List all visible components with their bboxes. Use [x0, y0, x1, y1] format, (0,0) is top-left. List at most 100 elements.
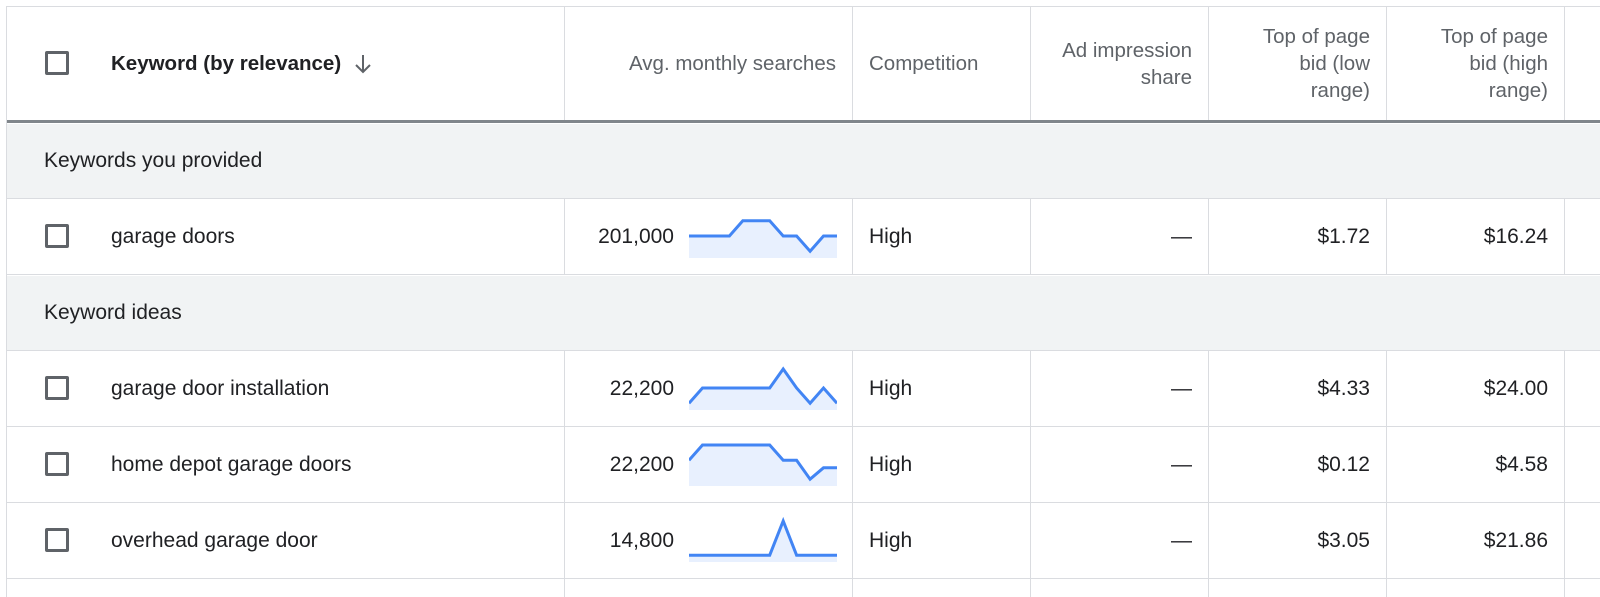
ad-share-cell — [1031, 579, 1209, 597]
overflow-cell — [1565, 199, 1600, 274]
bid-low-value: $1.72 — [1317, 224, 1370, 248]
header-keyword-cell: Keyword (by relevance) — [7, 7, 565, 120]
ad-share-cell: — — [1031, 351, 1209, 426]
keyword-text: garage door installation — [111, 376, 330, 400]
sparkline-area — [689, 521, 837, 562]
bid-high-value: $4.58 — [1495, 452, 1548, 476]
table-row: home depot garage doors 22,200 High — $0… — [7, 427, 1600, 503]
keyword-cell — [7, 579, 565, 597]
bid-low-value: $0.12 — [1317, 452, 1370, 476]
header-avg-monthly-searches[interactable]: Avg. monthly searches — [565, 7, 853, 120]
bid-high-cell: $24.00 — [1387, 351, 1565, 426]
group-keywords-provided: Keywords you provided — [7, 124, 1600, 199]
avg-searches-cell — [565, 579, 853, 597]
avg-searches-value: 14,800 — [609, 528, 674, 552]
keyword-sort-header[interactable]: Keyword (by relevance) — [111, 52, 373, 76]
keyword-cell: home depot garage doors — [7, 427, 565, 502]
ad-share-value: — — [1171, 224, 1192, 248]
keyword-header-label: Keyword (by relevance) — [111, 51, 342, 75]
sparkline-area — [689, 220, 837, 258]
bid-high-header-line1: Top of page — [1440, 25, 1548, 48]
avg-searches-value: 201,000 — [598, 224, 674, 248]
bid-high-value: $24.00 — [1483, 376, 1548, 400]
arrow-down-icon — [353, 53, 373, 75]
bid-low-header-line1: Top of page — [1262, 25, 1370, 48]
bid-low-header-line2: bid (low — [1299, 52, 1370, 75]
ad-share-header-line2: share — [1140, 65, 1192, 89]
keyword-cell: garage door installation — [7, 351, 565, 426]
competition-cell: High — [853, 503, 1031, 578]
table-row: overhead garage door 14,800 High — $3.05… — [7, 503, 1600, 579]
competition-value: High — [869, 452, 913, 476]
keyword-cell: garage doors — [7, 199, 565, 274]
bid-low-cell: $0.12 — [1209, 427, 1387, 502]
sparkline-line — [689, 443, 837, 482]
overflow-cell — [1565, 503, 1600, 578]
avg-searches-cell: 201,000 — [565, 199, 853, 274]
bid-high-value: $21.86 — [1483, 528, 1548, 552]
header-competition[interactable]: Competition — [853, 7, 1031, 120]
row-checkbox[interactable] — [45, 376, 69, 400]
bid-high-cell: $4.58 — [1387, 427, 1565, 502]
header-ad-impression-share[interactable]: Ad impression share — [1031, 7, 1209, 120]
trend-sparkline — [689, 366, 837, 410]
bid-high-header-line3: range) — [1488, 79, 1548, 102]
bid-low-cell: $3.05 — [1209, 503, 1387, 578]
competition-cell: High — [853, 427, 1031, 502]
select-all-checkbox[interactable] — [45, 51, 69, 75]
ad-share-value: — — [1171, 452, 1192, 476]
avg-searches-cell: 14,800 — [565, 503, 853, 578]
group-keyword-ideas: Keyword ideas — [7, 276, 1600, 351]
avg-searches-cell: 22,200 — [565, 351, 853, 426]
bid-low-header-line3: range) — [1310, 79, 1370, 102]
keyword-text: overhead garage door — [111, 528, 318, 552]
row-checkbox[interactable] — [45, 528, 69, 552]
table-row-partial — [7, 579, 1600, 597]
overflow-cell — [1565, 351, 1600, 426]
header-bid-low[interactable]: Top of page bid (low range) — [1209, 7, 1387, 120]
bid-low-value: $3.05 — [1317, 528, 1370, 552]
ad-share-header-line1: Ad impression — [1062, 38, 1192, 62]
bid-high-cell — [1387, 579, 1565, 597]
header-overflow-column — [1565, 7, 1600, 120]
keyword-cell: overhead garage door — [7, 503, 565, 578]
bid-high-cell: $21.86 — [1387, 503, 1565, 578]
ad-share-value: — — [1171, 528, 1192, 552]
overflow-cell — [1565, 427, 1600, 502]
row-checkbox[interactable] — [45, 452, 69, 476]
sparkline-area — [689, 445, 837, 486]
row-checkbox[interactable] — [45, 224, 69, 248]
avg-header-label: Avg. monthly searches — [628, 52, 836, 75]
trend-sparkline — [689, 516, 837, 562]
keyword-table: Keyword (by relevance) Avg. monthly sear… — [6, 6, 1600, 597]
table-row: garage doors 201,000 High — $1.72 $16.24 — [7, 199, 1600, 275]
group-label: Keywords you provided — [44, 149, 263, 172]
overflow-cell — [1565, 579, 1600, 597]
competition-cell: High — [853, 351, 1031, 426]
trend-sparkline — [689, 443, 837, 486]
avg-searches-value: 22,200 — [609, 376, 674, 400]
bid-high-header-line2: bid (high — [1469, 52, 1548, 75]
keyword-text: garage doors — [111, 224, 235, 248]
table-header: Keyword (by relevance) Avg. monthly sear… — [7, 7, 1600, 123]
bid-low-cell — [1209, 579, 1387, 597]
ad-share-cell: — — [1031, 503, 1209, 578]
sparkline-line — [689, 366, 837, 406]
group-label: Keyword ideas — [44, 301, 182, 324]
competition-value: High — [869, 528, 913, 552]
ad-share-value: — — [1171, 376, 1192, 400]
bid-low-cell: $1.72 — [1209, 199, 1387, 274]
avg-searches-value: 22,200 — [609, 452, 674, 476]
header-bid-high[interactable]: Top of page bid (high range) — [1387, 7, 1565, 120]
ad-share-cell: — — [1031, 199, 1209, 274]
bid-high-cell: $16.24 — [1387, 199, 1565, 274]
sparkline-line — [689, 219, 837, 254]
bid-low-cell: $4.33 — [1209, 351, 1387, 426]
competition-value: High — [869, 224, 913, 248]
avg-searches-cell: 22,200 — [565, 427, 853, 502]
table-row: garage door installation 22,200 High — $… — [7, 351, 1600, 427]
bid-high-value: $16.24 — [1483, 224, 1548, 248]
competition-cell — [853, 579, 1031, 597]
ad-share-cell: — — [1031, 427, 1209, 502]
bid-low-value: $4.33 — [1317, 376, 1370, 400]
